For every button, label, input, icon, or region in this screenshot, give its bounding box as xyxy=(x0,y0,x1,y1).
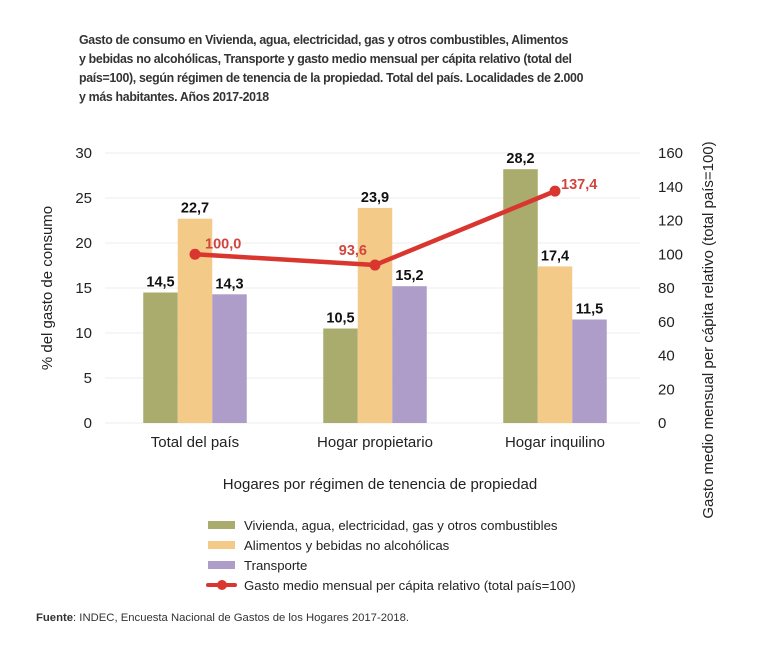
bar xyxy=(212,294,247,423)
y2-tick-label: 120 xyxy=(658,213,683,230)
legend: Vivienda, agua, electricidad, gas y otro… xyxy=(206,515,576,595)
chart-title: Gasto de consumo en Vivienda, agua, elec… xyxy=(79,32,584,104)
bar-value-label: 14,3 xyxy=(215,276,243,292)
y-tick-label: 0 xyxy=(84,415,92,432)
y-axis-right-ticks: 0 20 40 60 80 100 120 140 160 xyxy=(658,145,683,432)
legend-label-gasto-relativo: Gasto medio mensual per cápita relativo … xyxy=(244,577,576,593)
line-point xyxy=(369,259,381,271)
bar-value-label: 11,5 xyxy=(576,302,603,318)
x-tick-label: Hogar inquilino xyxy=(505,434,605,451)
bar-value-label: 15,2 xyxy=(395,268,423,284)
bar xyxy=(537,266,573,423)
line-value-label: 100,0 xyxy=(205,236,241,252)
legend-item-transporte: Transporte xyxy=(206,555,576,575)
y-tick-label: 5 xyxy=(84,370,92,387)
legend-swatch-transporte xyxy=(208,561,235,569)
y-axis-left-ticks: 0 5 10 15 20 25 30 xyxy=(75,145,92,432)
x-tick-label: Total del país xyxy=(151,434,239,451)
y-tick-label: 30 xyxy=(75,145,92,162)
bar-value-label: 22,7 xyxy=(181,201,209,217)
legend-swatch-alimentos xyxy=(208,541,235,549)
y2-tick-label: 40 xyxy=(658,348,675,365)
legend-item-alimentos: Alimentos y bebidas no alcohólicas xyxy=(206,535,576,555)
y-tick-label: 15 xyxy=(75,280,92,297)
source-label: Fuente xyxy=(36,612,74,624)
bars: 14,5 10,5 28,2 22,7 23,9 17,4 14,3 15,2 11,5 xyxy=(143,151,607,423)
y-axis-right-label: Gasto medio mensual per cápita relativo … xyxy=(700,141,717,518)
x-tick-label: Hogar propietario xyxy=(317,434,433,451)
y2-tick-label: 160 xyxy=(658,145,683,162)
bar xyxy=(323,328,358,423)
y-axis-left-label: % del gasto de consumo xyxy=(39,206,56,370)
source-text: : INDEC, Encuesta Nacional de Gastos de … xyxy=(73,612,409,624)
x-axis-ticks: Total del país Hogar propietario Hogar inq… xyxy=(151,434,605,451)
line-value-label: 93,6 xyxy=(339,243,367,259)
bar-value-label: 17,4 xyxy=(541,248,569,264)
x-axis-label: Hogares por régimen de tenencia de propi… xyxy=(223,476,537,493)
bar xyxy=(143,292,178,423)
y2-tick-label: 20 xyxy=(658,381,675,398)
bar xyxy=(357,207,393,423)
bar-value-label: 23,9 xyxy=(361,190,389,206)
legend-label-transporte: Transporte xyxy=(244,557,308,573)
bar-value-label: 14,5 xyxy=(146,275,174,291)
legend-swatch-vivienda xyxy=(208,521,235,529)
legend-label-vivienda: Vivienda, agua, electricidad, gas y otro… xyxy=(244,517,558,533)
y-tick-label: 25 xyxy=(75,190,92,207)
y2-tick-label: 80 xyxy=(658,280,675,297)
y2-tick-label: 140 xyxy=(658,179,683,196)
y2-tick-label: 100 xyxy=(658,246,683,263)
bar xyxy=(392,286,427,423)
y2-tick-label: 60 xyxy=(658,314,675,331)
bar xyxy=(572,319,607,423)
y2-tick-label: 0 xyxy=(658,415,666,432)
line-value-label: 137,4 xyxy=(561,177,597,193)
source-note: Fuente: INDEC, Encuesta Nacional de Gast… xyxy=(36,612,409,624)
legend-item-vivienda: Vivienda, agua, electricidad, gas y otro… xyxy=(206,515,576,535)
line-series: 100,0 93,6 137,4 xyxy=(189,177,597,271)
legend-line-marker-icon xyxy=(206,575,237,595)
legend-label-alimentos: Alimentos y bebidas no alcohólicas xyxy=(244,537,450,553)
line-point xyxy=(549,185,561,197)
bar-value-label: 10,5 xyxy=(326,311,354,327)
y-tick-label: 20 xyxy=(75,235,92,252)
y-tick-label: 10 xyxy=(75,325,92,342)
bar-value-label: 28,2 xyxy=(506,151,534,167)
line-point xyxy=(189,248,201,260)
legend-item-gasto-relativo: Gasto medio mensual per cápita relativo … xyxy=(206,575,576,595)
